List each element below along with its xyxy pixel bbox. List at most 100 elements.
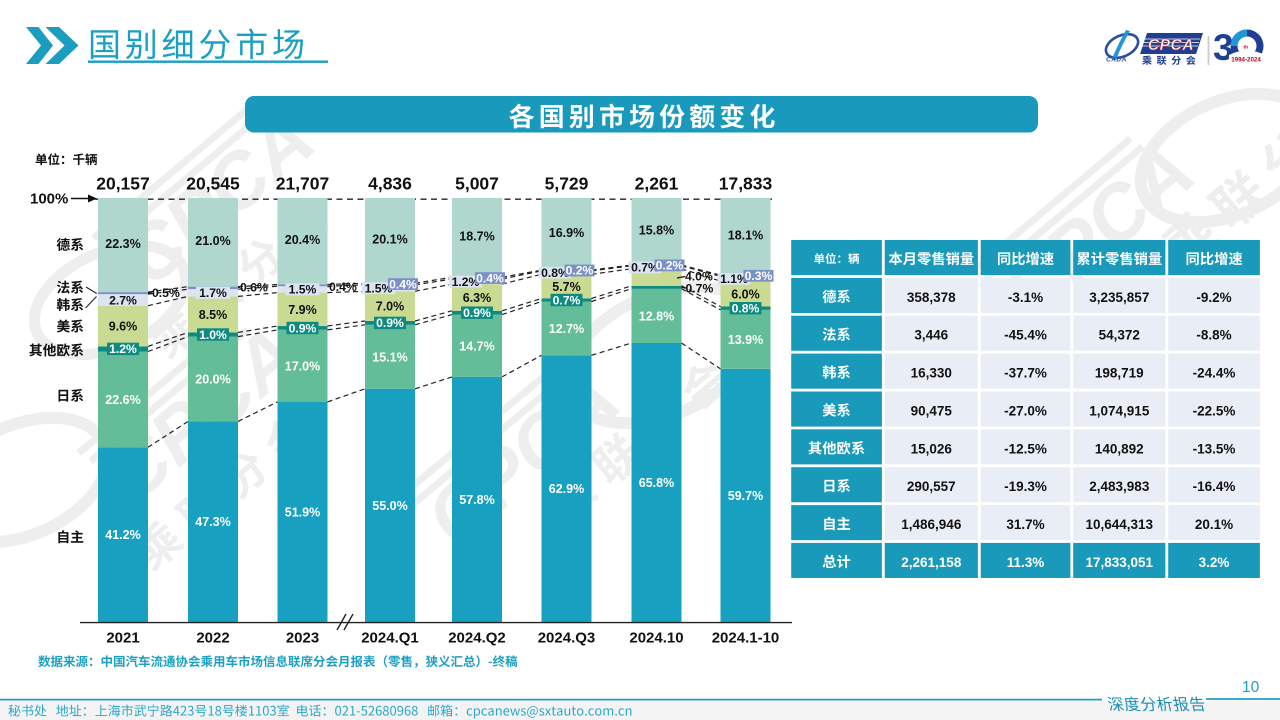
- svg-text:54,372: 54,372: [1099, 328, 1140, 343]
- svg-text:2024.Q1: 2024.Q1: [361, 630, 419, 647]
- svg-text:6.0%: 6.0%: [731, 287, 760, 301]
- svg-text:18.7%: 18.7%: [459, 229, 494, 243]
- svg-text:90,475: 90,475: [911, 403, 953, 418]
- svg-text:16,330: 16,330: [911, 366, 952, 381]
- svg-text:1.2%: 1.2%: [109, 342, 137, 356]
- svg-text:41.2%: 41.2%: [105, 528, 140, 542]
- svg-text:0.5%: 0.5%: [152, 286, 180, 300]
- svg-text:0.3%: 0.3%: [745, 269, 773, 283]
- svg-text:1.7%: 1.7%: [199, 286, 227, 300]
- svg-text:11.3%: 11.3%: [1007, 555, 1045, 570]
- svg-text:59.7%: 59.7%: [728, 489, 763, 503]
- svg-text:2024.10: 2024.10: [629, 630, 683, 647]
- svg-text:0.2%: 0.2%: [566, 264, 594, 278]
- svg-text:5.7%: 5.7%: [552, 280, 581, 294]
- svg-text:20.1%: 20.1%: [372, 232, 407, 246]
- svg-text:2024.Q2: 2024.Q2: [448, 630, 506, 647]
- svg-text:10,644,313: 10,644,313: [1086, 517, 1154, 532]
- svg-text:20.0%: 20.0%: [195, 373, 230, 387]
- svg-text:12.8%: 12.8%: [639, 309, 674, 323]
- svg-text:17,833: 17,833: [719, 174, 773, 194]
- svg-text:0.2%: 0.2%: [656, 259, 684, 273]
- svg-text:1,074,915: 1,074,915: [1089, 403, 1150, 418]
- svg-text:1.5%: 1.5%: [365, 281, 393, 295]
- svg-text:0.6%: 0.6%: [240, 281, 268, 295]
- svg-text:-12.5%: -12.5%: [1004, 441, 1047, 456]
- svg-text:2,261,158: 2,261,158: [901, 555, 962, 570]
- svg-text:15,026: 15,026: [911, 441, 953, 456]
- svg-text:0.9%: 0.9%: [463, 306, 491, 320]
- svg-text:CADA: CADA: [1106, 57, 1127, 64]
- svg-text:15.8%: 15.8%: [639, 223, 674, 237]
- svg-text:2.7%: 2.7%: [109, 293, 137, 307]
- svg-text:20,545: 20,545: [186, 174, 240, 194]
- svg-text:31.7%: 31.7%: [1006, 517, 1044, 532]
- svg-text:0.7%: 0.7%: [553, 293, 581, 307]
- svg-text:4,836: 4,836: [368, 174, 412, 194]
- svg-text:290,557: 290,557: [907, 479, 956, 494]
- svg-text:1.1%: 1.1%: [720, 272, 748, 286]
- svg-text:57.8%: 57.8%: [459, 493, 494, 507]
- svg-text:3,446: 3,446: [914, 328, 948, 343]
- svg-text:15.1%: 15.1%: [372, 350, 407, 364]
- svg-text:-13.5%: -13.5%: [1193, 441, 1236, 456]
- svg-text:1994-2024: 1994-2024: [1231, 57, 1261, 64]
- svg-text:-22.5%: -22.5%: [1193, 403, 1236, 418]
- svg-text:17.0%: 17.0%: [285, 359, 320, 373]
- svg-text:198,719: 198,719: [1095, 366, 1144, 381]
- svg-text:22.6%: 22.6%: [105, 393, 140, 407]
- svg-text:-24.4%: -24.4%: [1193, 366, 1236, 381]
- svg-text:2021: 2021: [106, 630, 139, 647]
- svg-text:12.7%: 12.7%: [549, 322, 584, 336]
- svg-text:17,833,051: 17,833,051: [1086, 555, 1154, 570]
- svg-text:5,007: 5,007: [455, 174, 499, 194]
- svg-text:0.4%: 0.4%: [476, 271, 504, 285]
- svg-text:1.5%: 1.5%: [289, 283, 317, 297]
- svg-text:0.7%: 0.7%: [631, 261, 659, 275]
- svg-text:3.2%: 3.2%: [1199, 555, 1230, 570]
- svg-text:0.7%: 0.7%: [686, 282, 714, 296]
- svg-text:8.5%: 8.5%: [199, 308, 228, 322]
- svg-text:6.3%: 6.3%: [463, 291, 492, 305]
- svg-text:-16.4%: -16.4%: [1193, 479, 1236, 494]
- svg-text:21,707: 21,707: [276, 174, 330, 194]
- svg-text:20.1%: 20.1%: [1195, 517, 1233, 532]
- svg-text:3,235,857: 3,235,857: [1089, 290, 1149, 305]
- svg-text:5,729: 5,729: [545, 174, 589, 194]
- svg-text:140,892: 140,892: [1095, 441, 1144, 456]
- svg-text:358,378: 358,378: [907, 290, 956, 305]
- svg-text:13.9%: 13.9%: [728, 333, 763, 347]
- svg-text:2023: 2023: [286, 630, 319, 647]
- svg-text:100%: 100%: [30, 191, 68, 208]
- svg-text:65.8%: 65.8%: [639, 476, 674, 490]
- svg-text:47.3%: 47.3%: [195, 515, 230, 529]
- svg-text:2022: 2022: [196, 630, 229, 647]
- svg-text:-19.3%: -19.3%: [1004, 479, 1047, 494]
- svg-text:-9.2%: -9.2%: [1196, 290, 1231, 305]
- svg-text:1.2%: 1.2%: [452, 275, 480, 289]
- svg-text:2,483,983: 2,483,983: [1089, 479, 1150, 494]
- svg-text:0.4%: 0.4%: [389, 277, 417, 291]
- svg-text:10: 10: [1242, 679, 1260, 696]
- svg-text:0.8%: 0.8%: [732, 302, 760, 316]
- svg-text:0.9%: 0.9%: [376, 316, 404, 330]
- svg-text:2024.1-10: 2024.1-10: [712, 630, 780, 647]
- svg-text:1,486,946: 1,486,946: [901, 517, 962, 532]
- svg-text:20.4%: 20.4%: [285, 233, 320, 247]
- svg-text:20,157: 20,157: [96, 174, 150, 194]
- svg-text:4.0%: 4.0%: [685, 270, 713, 284]
- svg-text:th: th: [1244, 45, 1249, 51]
- svg-text:9.6%: 9.6%: [109, 320, 138, 334]
- svg-text:0.4%: 0.4%: [329, 280, 357, 294]
- svg-text:-3.1%: -3.1%: [1008, 290, 1043, 305]
- svg-text:16.9%: 16.9%: [549, 226, 584, 240]
- svg-text:3: 3: [1213, 27, 1234, 68]
- svg-text:21.0%: 21.0%: [195, 234, 230, 248]
- svg-text:62.9%: 62.9%: [549, 482, 584, 496]
- svg-text:-45.4%: -45.4%: [1004, 328, 1047, 343]
- svg-text:-8.8%: -8.8%: [1196, 328, 1231, 343]
- svg-text:18.1%: 18.1%: [728, 228, 763, 242]
- svg-text:CPCA: CPCA: [1148, 37, 1194, 54]
- svg-text:-37.7%: -37.7%: [1004, 366, 1047, 381]
- svg-text:7.9%: 7.9%: [288, 303, 317, 317]
